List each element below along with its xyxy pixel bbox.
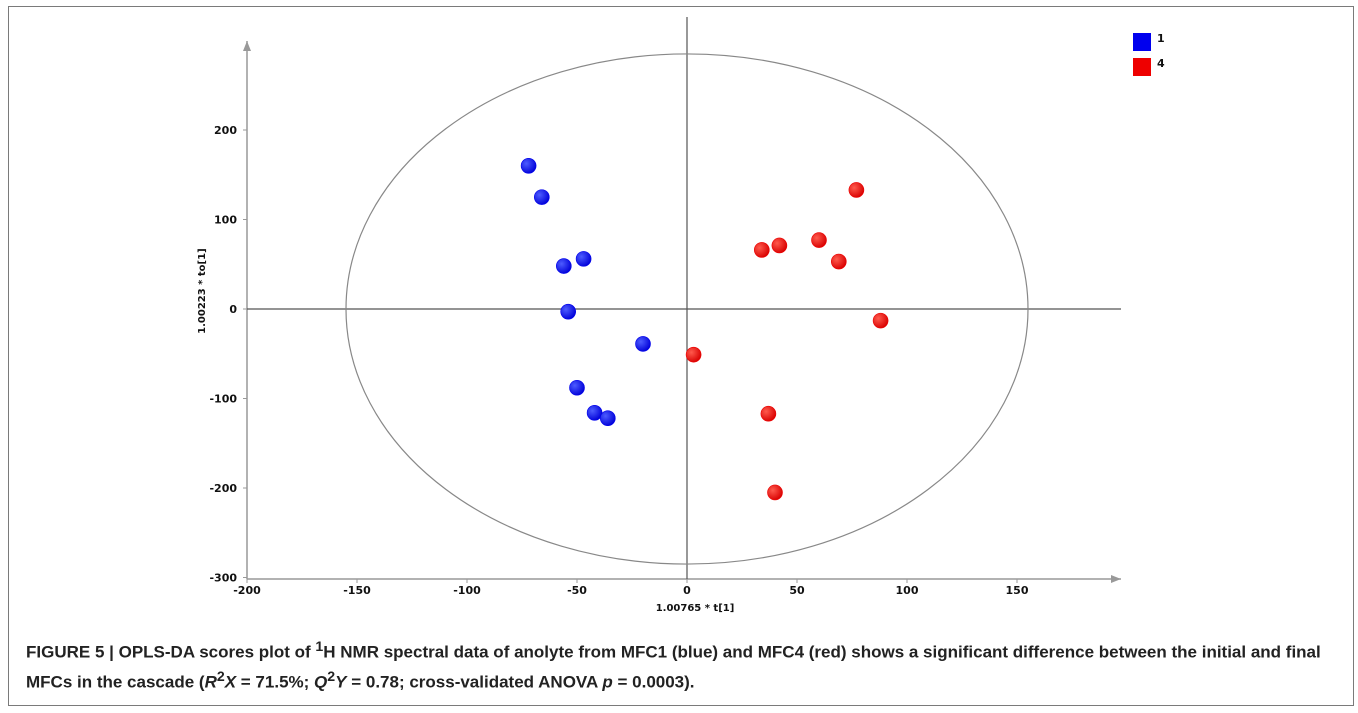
data-point-group-1 [560, 303, 577, 320]
scatter-plot: -200 -150 -100 -50 0 50 100 1502001000-100-200-… [197, 17, 1165, 614]
caption-q: Q [314, 672, 328, 692]
data-point-group-1 [635, 336, 651, 352]
caption-text-1: OPLS-DA scores plot of [118, 642, 316, 662]
data-point-group-1 [555, 258, 572, 274]
y-tick-label: -200 [209, 482, 237, 495]
data-point-group-4 [771, 237, 788, 254]
legend: 14 [1133, 32, 1165, 76]
caption-text-3: = 71.5%; [236, 672, 315, 692]
x-tick-label: -150 [343, 584, 371, 597]
figure-frame: -200 -150 -100 -50 0 50 100 150 200 100 0 -100 -200-… [8, 6, 1354, 706]
data-point-group-1 [533, 189, 550, 205]
data-point-group-1 [520, 158, 537, 174]
legend-label-4: 4 [1157, 57, 1165, 70]
data-point-group-4 [848, 182, 865, 198]
data-point-group-4 [811, 232, 827, 248]
hotelling-ellipse [345, 53, 1029, 565]
y-tick-label: -300 [209, 572, 237, 585]
y-axis-label: 1.00223 * to[1] [197, 248, 208, 334]
caption-text-4: = 0.78; cross-validated ANOVA [346, 672, 603, 692]
x-tick-label: 150 [1006, 584, 1029, 597]
x-tick-label: -50 [567, 584, 587, 597]
caption-r: R [204, 672, 217, 692]
data-point-group-1 [575, 251, 592, 267]
data-point-group-4 [767, 484, 783, 501]
x-axis-label: 1.00765 * t[1] [656, 603, 735, 614]
y-tick-label: -100 [209, 393, 237, 406]
data-point-group-4 [760, 405, 777, 422]
data-point-group-4 [685, 346, 702, 363]
axes: -200 -150 -100 -50 0 50 100 1502001000-100-200-… [197, 17, 1121, 614]
data-point-group-1 [586, 405, 603, 421]
data-point-group-4 [872, 312, 889, 329]
caption-p: p [602, 672, 613, 692]
legend-swatch-4 [1133, 58, 1151, 76]
y-tick-label: 200 [214, 124, 237, 137]
data-points [520, 158, 889, 501]
x-tick-label: -200 [233, 584, 261, 597]
legend-label-1: 1 [1157, 32, 1165, 45]
data-point-group-4 [830, 253, 847, 270]
caption-text-5: = 0.0003). [612, 672, 695, 692]
y-tick-label: 0 [229, 303, 237, 316]
caption-y: Y [335, 672, 347, 692]
y-tick-label: 100 [214, 214, 237, 227]
x-tick-label: 50 [789, 584, 805, 597]
data-point-group-1 [599, 410, 616, 426]
x-axis-arrow [1111, 575, 1121, 583]
caption-sup-3: 2 [327, 668, 336, 685]
x-tick-label: 0 [683, 584, 691, 597]
caption-sup-1: 1 [315, 639, 324, 655]
x-tick-label: 100 [896, 584, 919, 597]
caption-sup-2: 2 [216, 668, 225, 685]
data-point-group-4 [753, 242, 770, 258]
caption-text-2: H NMR spectral data of anolyte from MFC1… [26, 642, 1321, 692]
figure-caption: FIGURE 5 | OPLS-DA scores plot of 1H NMR… [26, 635, 1351, 694]
caption-x: X [224, 672, 237, 692]
legend-swatch-1 [1133, 33, 1151, 51]
y-axis-arrow [243, 41, 251, 51]
data-point-group-1 [569, 379, 585, 396]
confidence-ellipse [345, 53, 1029, 565]
caption-label: FIGURE 5 | [26, 642, 119, 662]
x-tick-label: -100 [453, 584, 481, 597]
